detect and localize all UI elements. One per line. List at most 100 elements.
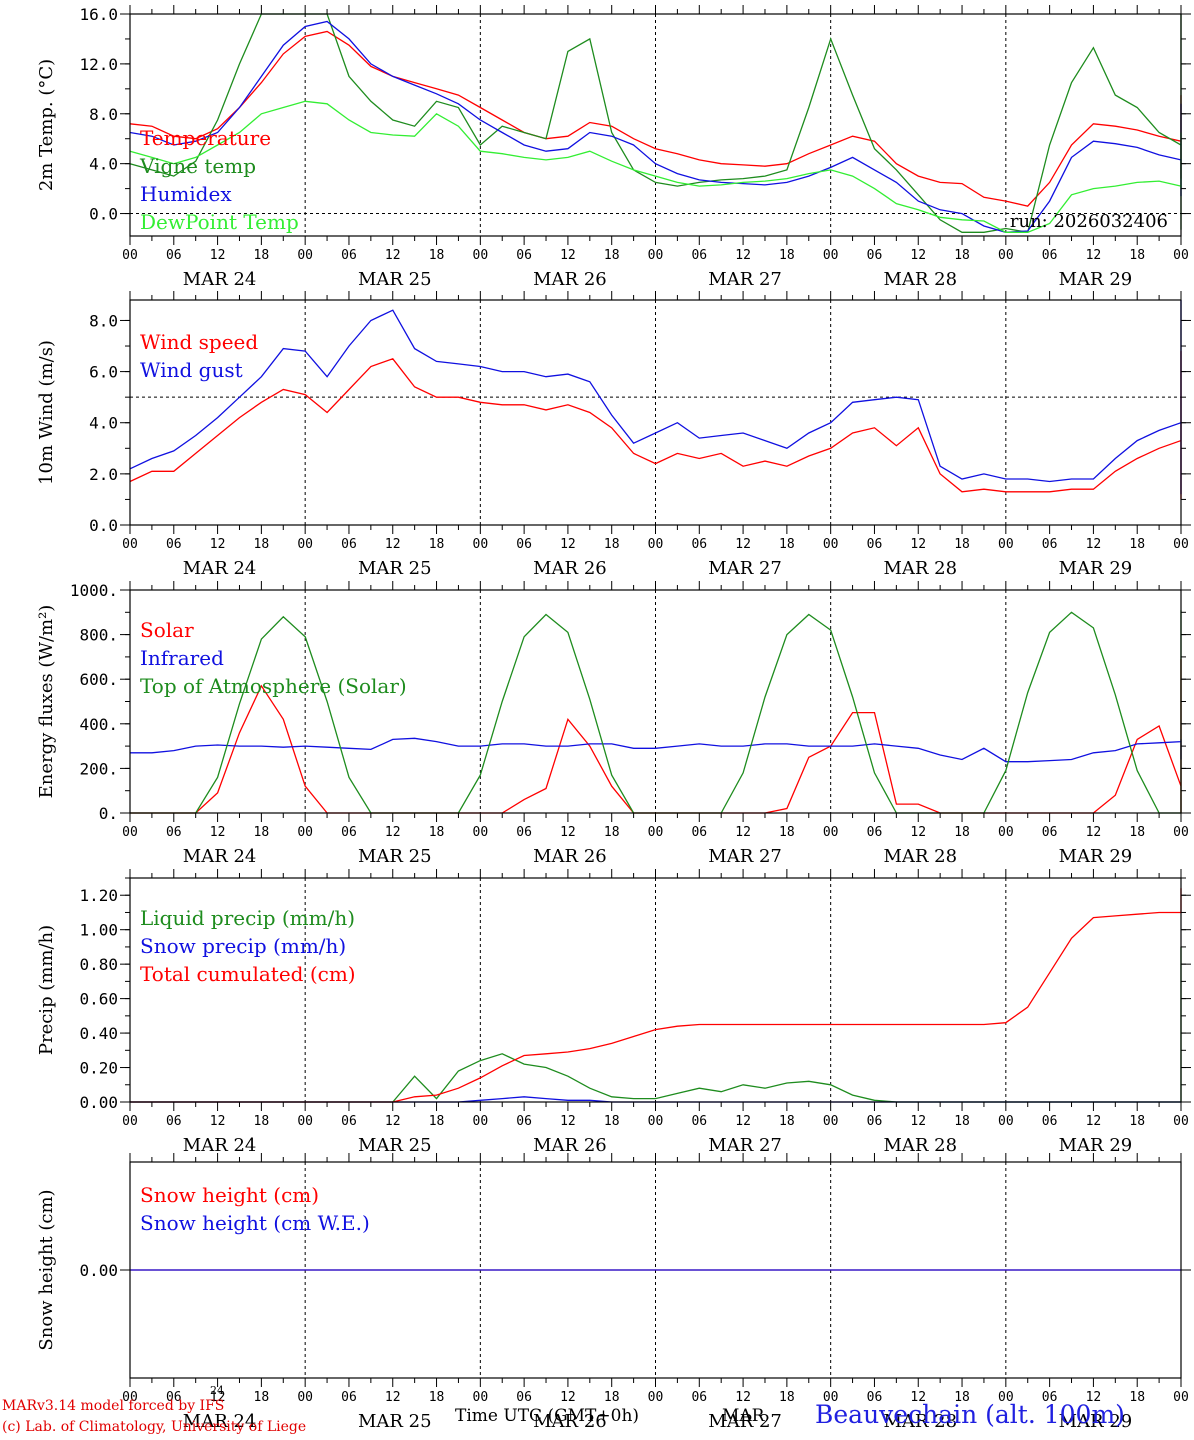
- x-tick-label: 06: [516, 537, 532, 552]
- day-label: MAR 29: [1059, 846, 1133, 867]
- x-tick-label: 12: [1086, 1390, 1102, 1405]
- x-tick-label: 18: [779, 825, 795, 840]
- y-axis-label: Energy fluxes (W/m²): [36, 605, 57, 799]
- y-axis-label: 2m Temp. (°C): [36, 59, 57, 191]
- x-tick-label: 06: [341, 1390, 357, 1405]
- legend-entry: Snow precip (mm/h): [140, 934, 346, 958]
- day-label: MAR 29: [1059, 1411, 1133, 1432]
- x-tick-label: 06: [691, 248, 707, 263]
- y-tick-label: 800.: [79, 626, 118, 645]
- x-tick-label: 06: [166, 248, 182, 263]
- legend-entry: Liquid precip (mm/h): [140, 906, 355, 930]
- x-tick-label: 00: [648, 1114, 664, 1129]
- x-tick-label: 00: [297, 537, 313, 552]
- x-tick-label: 12: [910, 1390, 926, 1405]
- energy-fluxes-panel: 0. 200. 400. 600. 800. 1000. 00 06 12 18 00 06 12 18 0…: [36, 581, 1191, 867]
- x-tick-label: 18: [954, 1390, 970, 1405]
- day-label: MAR 26: [533, 558, 607, 579]
- x-tick-label: 06: [691, 1390, 707, 1405]
- y-tick-label: 8.0: [89, 311, 118, 330]
- x-tick-label: 00: [998, 825, 1014, 840]
- day-label: MAR 24: [183, 1135, 257, 1156]
- x-tick-label: 12: [560, 1114, 576, 1129]
- x-tick-label: 12: [1086, 825, 1102, 840]
- y-tick-label: 600.: [79, 670, 118, 689]
- x-tick-label: 06: [516, 1390, 532, 1405]
- x-tick-label: 18: [604, 537, 620, 552]
- x-tick-label: 06: [691, 825, 707, 840]
- y-tick-label: 4.0: [89, 155, 118, 174]
- x-tick-label: 00: [473, 248, 489, 263]
- x-tick-label: 00: [823, 1390, 839, 1405]
- x-tick-label: 18: [429, 248, 445, 263]
- x-tick-label: 06: [1042, 825, 1058, 840]
- x-tick-label: 12: [735, 1390, 751, 1405]
- y-tick-label: 0.: [99, 804, 118, 823]
- x-tick-label: 12: [385, 248, 401, 263]
- y-tick-label: 0.80: [79, 955, 118, 974]
- x-tick-label: 00: [998, 537, 1014, 552]
- x-tick-label: 00: [473, 1390, 489, 1405]
- legend-entry: Infrared: [140, 646, 224, 670]
- y-tick-label: 0.20: [79, 1059, 118, 1078]
- x-tick-label: 06: [867, 537, 883, 552]
- x-tick-label: 00: [823, 537, 839, 552]
- x-tick-label: 18: [254, 537, 270, 552]
- x-tick-label: 06: [867, 1390, 883, 1405]
- model-credit: MARv3.14 model forced by IFS: [2, 1398, 225, 1414]
- day-label: MAR 24: [183, 846, 257, 867]
- x-tick-label: 00: [297, 248, 313, 263]
- x-tick-label: 18: [604, 825, 620, 840]
- snow-height-panel: 0.00 00 06 12 18 00 06 12 18 00 06 12 18 00 06 12 18 00 06…: [36, 1153, 1191, 1432]
- x-tick-label: 12: [910, 825, 926, 840]
- x-tick-label: 00: [1173, 1390, 1189, 1405]
- legend-entry: Snow height (cm): [140, 1183, 319, 1207]
- x-tick-label: 06: [867, 1114, 883, 1129]
- x-tick-label: 12: [385, 1390, 401, 1405]
- x-tick-label: 00: [823, 248, 839, 263]
- x-tick-label: 06: [691, 537, 707, 552]
- x-tick-label: 06: [166, 1390, 182, 1405]
- x-tick-label: 00: [297, 1390, 313, 1405]
- x-tick-label: 06: [341, 1114, 357, 1129]
- x-tick-label: 06: [867, 248, 883, 263]
- legend-entry: Wind gust: [140, 358, 243, 382]
- x-tick-label: 18: [1129, 1114, 1145, 1129]
- x-tick-label: 12: [560, 537, 576, 552]
- x-tick-label: 00: [648, 825, 664, 840]
- y-tick-label: 200.: [79, 759, 118, 778]
- x-tick-label: 12: [560, 248, 576, 263]
- x-tick-label: 00: [122, 537, 138, 552]
- x-tick-label: 00: [1173, 1114, 1189, 1129]
- x-tick-label: 18: [254, 1114, 270, 1129]
- day-label: MAR 27: [708, 846, 782, 867]
- x-tick-label: 00: [473, 825, 489, 840]
- x-tick-label: 12: [735, 537, 751, 552]
- x-tick-label: 00: [122, 1114, 138, 1129]
- x-tick-label: 00: [648, 248, 664, 263]
- x-tick-label: 06: [341, 825, 357, 840]
- x-tick-label: 12: [385, 825, 401, 840]
- precipitation-panel: 0.00 0.20 0.40 0.60 0.80 1.00 1.20 00 06 12 18 00 06…: [36, 869, 1191, 1156]
- x-tick-label: 00: [1173, 537, 1189, 552]
- x-tick-label: 00: [648, 1390, 664, 1405]
- x-tick-label: 18: [779, 1114, 795, 1129]
- x-tick-label: 00: [998, 1114, 1014, 1129]
- x-tick-label: 18: [1129, 825, 1145, 840]
- y-tick-label: 400.: [79, 715, 118, 734]
- x-tick-label: 00: [297, 825, 313, 840]
- day-label: MAR 26: [533, 1411, 607, 1432]
- day-label: MAR 25: [358, 269, 432, 290]
- day-label: MAR 26: [533, 846, 607, 867]
- x-tick-label: 12: [910, 537, 926, 552]
- y-tick-label: 8.0: [89, 105, 118, 124]
- day-label: MAR 27: [708, 558, 782, 579]
- legend-entry: Humidex: [140, 182, 232, 206]
- day-label: MAR 28: [883, 1411, 957, 1432]
- day-label: MAR 25: [358, 1135, 432, 1156]
- legend-entry: Total cumulated (cm): [140, 962, 356, 986]
- x-tick-label: 18: [954, 537, 970, 552]
- x-tick-label: 18: [1129, 537, 1145, 552]
- x-tick-label: 12: [735, 825, 751, 840]
